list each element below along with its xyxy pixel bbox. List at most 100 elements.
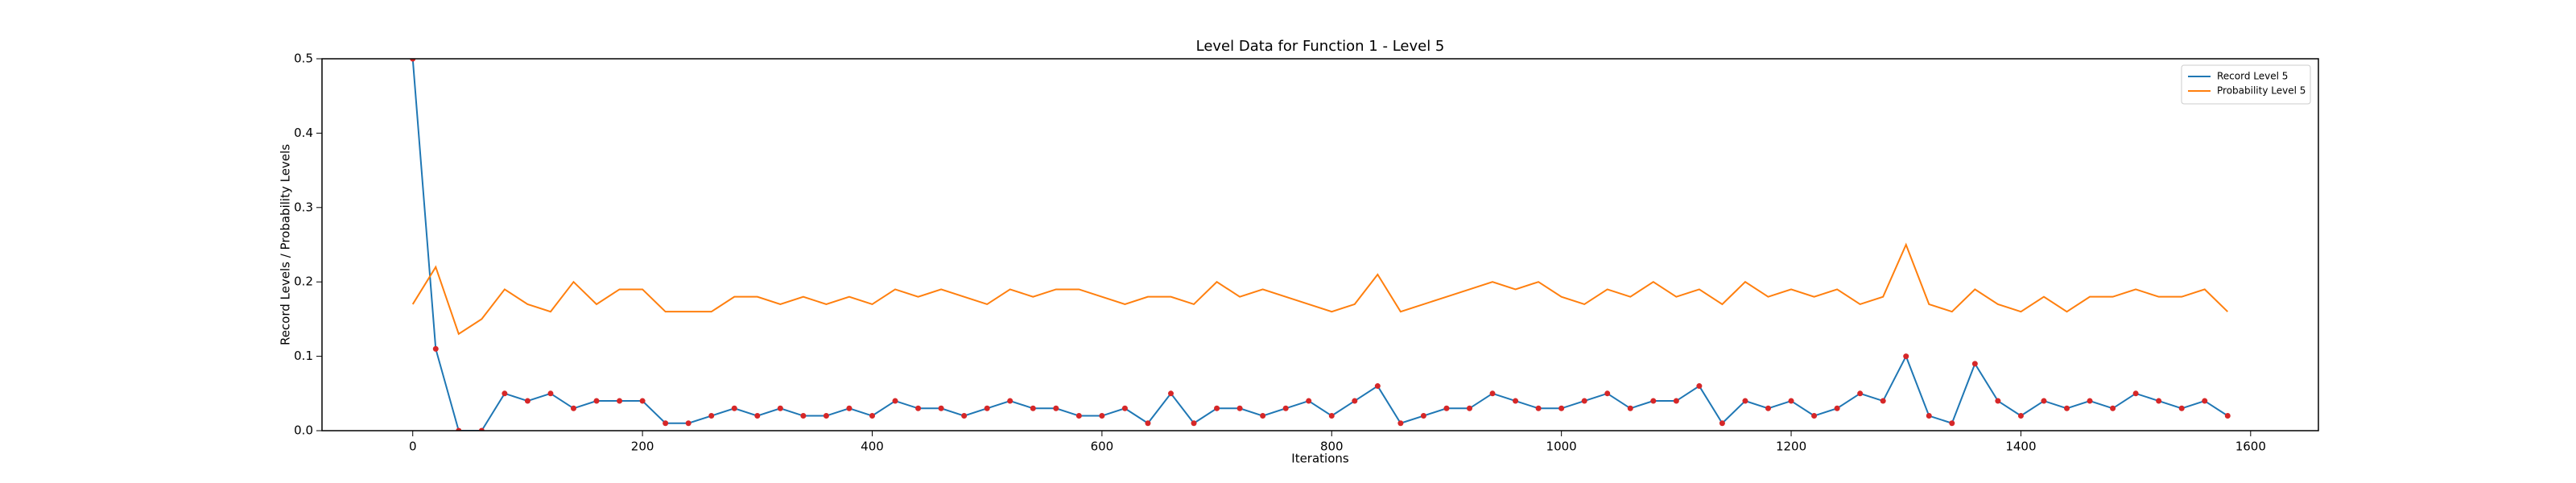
- x-tick-label: 1400: [2005, 440, 2036, 454]
- y-axis-label: Record Levels / Probability Levels: [279, 144, 293, 345]
- point-marker: [754, 413, 761, 419]
- x-tick-label: 0: [409, 440, 417, 454]
- point-marker: [2110, 405, 2116, 411]
- point-marker: [1811, 413, 1818, 419]
- x-axis-label: Iterations: [1291, 452, 1349, 466]
- point-marker: [1236, 405, 1243, 411]
- point-marker: [1145, 420, 1151, 427]
- point-marker: [570, 405, 576, 411]
- chart-title: Level Data for Function 1 - Level 5: [1196, 38, 1445, 55]
- point-marker: [1857, 390, 1864, 397]
- point-marker: [1352, 398, 1358, 404]
- x-tick-label: 1600: [2235, 440, 2266, 454]
- point-marker: [1696, 383, 1703, 390]
- point-marker: [1903, 353, 1909, 360]
- point-marker: [547, 390, 554, 397]
- point-marker: [1374, 383, 1381, 390]
- point-marker: [524, 398, 530, 404]
- point-marker: [2156, 398, 2162, 404]
- point-marker: [1282, 405, 1289, 411]
- point-marker: [777, 405, 783, 411]
- point-marker: [593, 398, 600, 404]
- plot-area: [410, 59, 2231, 431]
- point-marker: [1443, 405, 1450, 411]
- point-marker: [2224, 413, 2231, 419]
- point-marker: [938, 405, 944, 411]
- point-marker: [1007, 398, 1013, 404]
- y-tick-label: 0.0: [294, 423, 313, 438]
- point-marker: [1995, 398, 2001, 404]
- point-marker: [1489, 390, 1496, 397]
- point-marker: [2064, 405, 2070, 411]
- point-marker: [456, 427, 462, 431]
- point-marker: [1673, 398, 1679, 404]
- point-marker: [1558, 405, 1565, 411]
- point-marker: [1420, 413, 1426, 419]
- point-marker: [1053, 405, 1059, 411]
- point-marker: [1306, 398, 1312, 404]
- point-marker: [1834, 405, 1840, 411]
- point-marker: [2202, 398, 2208, 404]
- x-tick-label: 200: [631, 440, 654, 454]
- x-tick-label: 400: [861, 440, 884, 454]
- point-marker: [708, 413, 715, 419]
- point-marker: [1926, 413, 1932, 419]
- x-tick-label: 1000: [1546, 440, 1577, 454]
- y-tick-label: 0.2: [294, 275, 313, 289]
- point-marker: [1627, 405, 1633, 411]
- point-marker: [1650, 398, 1657, 404]
- point-marker: [1075, 413, 1082, 419]
- point-marker: [823, 413, 829, 419]
- legend-box: [2181, 64, 2311, 105]
- point-marker: [1328, 413, 1335, 419]
- point-marker: [502, 390, 508, 397]
- point-marker: [1513, 398, 1519, 404]
- y-tick-label: 0.5: [294, 52, 313, 66]
- point-marker: [892, 398, 898, 404]
- point-marker: [800, 413, 807, 419]
- point-marker: [685, 420, 691, 427]
- x-tick-label: 800: [1320, 440, 1344, 454]
- y-tick-label: 0.3: [294, 200, 313, 214]
- point-marker: [663, 420, 669, 427]
- x-tick-label: 1200: [1776, 440, 1806, 454]
- point-marker: [1535, 405, 1542, 411]
- point-marker: [1467, 405, 1473, 411]
- point-marker: [1604, 390, 1611, 397]
- point-marker: [1214, 405, 1220, 411]
- point-marker: [869, 413, 875, 419]
- point-marker: [961, 413, 968, 419]
- point-marker: [1742, 398, 1748, 404]
- point-marker: [1030, 405, 1036, 411]
- x-tick-label: 600: [1091, 440, 1114, 454]
- point-marker: [984, 405, 990, 411]
- point-marker: [432, 345, 439, 352]
- point-marker: [1260, 413, 1266, 419]
- point-marker: [1788, 398, 1794, 404]
- point-marker: [1765, 405, 1772, 411]
- point-marker: [2087, 398, 2093, 404]
- series-line: [411, 59, 2228, 431]
- point-marker: [731, 405, 737, 411]
- point-marker: [1971, 361, 1978, 367]
- point-marker: [915, 405, 922, 411]
- point-marker: [1949, 420, 1955, 427]
- point-marker: [617, 398, 623, 404]
- point-marker: [2178, 405, 2185, 411]
- point-marker: [1880, 398, 1886, 404]
- series-line: [411, 242, 2228, 336]
- point-marker: [2017, 413, 2024, 419]
- point-marker: [478, 427, 485, 431]
- legend-label: Probability Level 5: [2217, 85, 2306, 97]
- point-marker: [2041, 398, 2047, 404]
- y-tick-label: 0.4: [294, 126, 313, 140]
- point-marker: [1121, 405, 1128, 411]
- axes-frame: [321, 58, 2319, 431]
- point-marker: [410, 59, 416, 62]
- y-tick-label: 0.1: [294, 349, 313, 363]
- point-marker: [2132, 390, 2139, 397]
- point-marker: [639, 398, 646, 404]
- point-marker: [1581, 398, 1587, 404]
